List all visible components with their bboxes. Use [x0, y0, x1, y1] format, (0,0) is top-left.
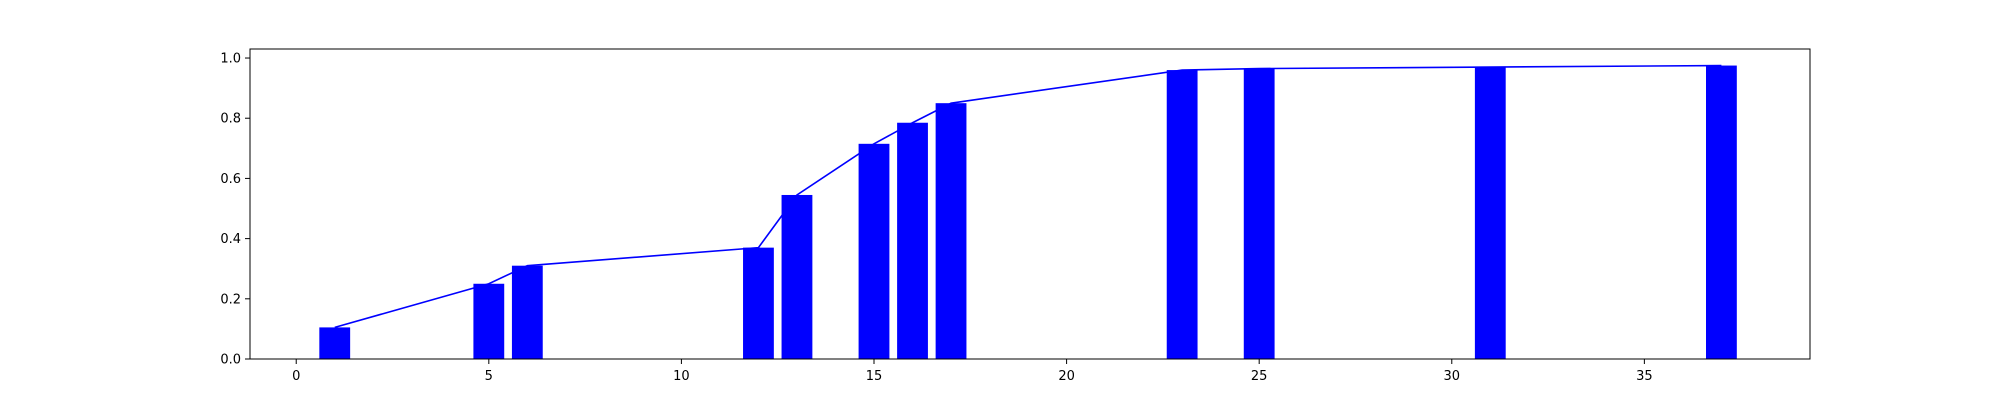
- bar-16: [897, 122, 928, 360]
- bar-25: [1243, 68, 1275, 359]
- x-tick-label: 30: [1444, 369, 1461, 384]
- y-tick-label: 0.4: [220, 232, 241, 247]
- bar-15: [858, 143, 890, 359]
- x-tick-label: 15: [866, 369, 883, 384]
- bar-6: [511, 265, 543, 359]
- bar-5: [473, 283, 505, 359]
- x-tick-label: 25: [1251, 369, 1268, 384]
- y-tick-label: 0.6: [220, 172, 241, 187]
- plot-frame: [249, 48, 1811, 360]
- cumulative-line: [334, 64, 1722, 329]
- x-tick-label: 5: [485, 369, 493, 384]
- x-tick-label: 35: [1636, 369, 1653, 384]
- bar-37: [1706, 65, 1737, 359]
- x-tick-label: 0: [292, 369, 300, 384]
- bar-31: [1474, 67, 1506, 359]
- x-tick-label: 10: [673, 369, 690, 384]
- y-tick-label: 0.8: [220, 112, 241, 127]
- y-axis: 0.0 0.2 0.4 0.6 0.8 1.0: [220, 52, 250, 368]
- y-tick-label: 0.2: [220, 292, 241, 307]
- y-tick-label: 0.0: [220, 353, 241, 368]
- bars-layer: [319, 65, 1737, 360]
- x-axis: 0 5 10 15 20 25 30 35: [292, 359, 1653, 384]
- bar-23: [1166, 70, 1198, 359]
- line-layer: [334, 64, 1722, 329]
- bar-13: [781, 194, 813, 359]
- bar-1: [319, 327, 351, 359]
- bar-17: [935, 103, 967, 359]
- x-tick-label: 20: [1058, 369, 1075, 384]
- y-tick-label: 1.0: [220, 52, 241, 67]
- bar-12: [743, 247, 774, 359]
